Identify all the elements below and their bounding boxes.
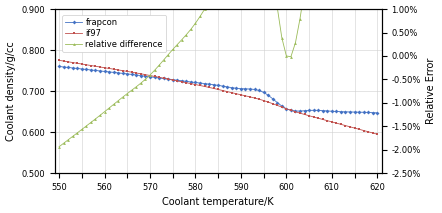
Y-axis label: Relative Error: Relative Error [427,58,436,124]
frapcon [147,75,152,78]
frapcon [211,83,216,86]
frapcon [356,111,362,113]
Line: if97: if97 [58,59,379,136]
X-axis label: Coolant temperature/K: Coolant temperature/K [162,197,274,207]
relative difference [57,145,62,148]
Legend: frapcon, if97, relative difference: frapcon, if97, relative difference [62,15,166,52]
if97 [211,87,216,90]
if97 [65,60,71,63]
Line: frapcon: frapcon [58,65,379,114]
Y-axis label: Coolant density/g/cc: Coolant density/g/cc [6,41,15,141]
frapcon [57,65,62,68]
frapcon [65,66,71,69]
frapcon [175,79,180,82]
if97 [147,74,152,77]
if97 [175,80,180,82]
if97 [248,96,253,98]
Line: relative difference: relative difference [58,0,379,148]
relative difference [147,74,152,76]
frapcon [248,88,253,90]
if97 [57,59,62,62]
relative difference [175,43,180,46]
if97 [375,133,380,135]
relative difference [65,138,71,141]
if97 [356,128,362,131]
frapcon [375,112,380,114]
